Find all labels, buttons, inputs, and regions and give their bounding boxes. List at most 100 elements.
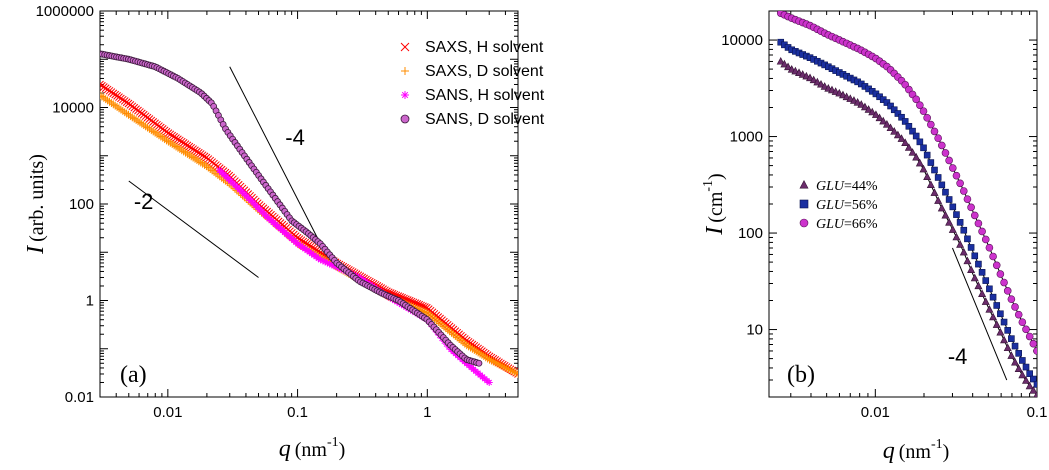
panel-b-point [1003, 343, 1012, 352]
panel-b-point [923, 172, 932, 181]
panel-b-point [1011, 357, 1020, 366]
panel-b-point [905, 122, 913, 130]
panel-b-point [945, 196, 953, 203]
panel-a-point [485, 378, 493, 386]
panel-b-point [978, 227, 986, 236]
panel-a-point [495, 360, 503, 369]
panel-b-point [930, 188, 939, 196]
panel-a-point [506, 366, 515, 375]
panel-b-point [912, 132, 920, 140]
panel-b-point [864, 105, 873, 113]
panel-b-point [868, 107, 877, 116]
panel-a-y-axis-label: I(arb. units) [23, 154, 49, 255]
panel-b-point [1018, 318, 1027, 326]
legend-marker-1 [400, 42, 410, 52]
panel-a-series-4 [100, 50, 483, 367]
panel-b-y-tick-label: 100 [738, 225, 763, 242]
panel-b-point [941, 149, 950, 157]
panel-b-point [809, 75, 818, 84]
panel-b-point [927, 159, 935, 166]
panel-b-point [956, 240, 965, 248]
panel-b-point [871, 110, 880, 118]
panel-a-legend: SAXS, H solvent SAXS, D solvent SANS, H so… [400, 39, 545, 128]
panel-b-point [912, 152, 921, 161]
panel-b-point [1008, 335, 1015, 342]
legend-marker-2 [401, 67, 409, 75]
panel-b-point [989, 312, 998, 321]
panel-b-point [967, 265, 976, 273]
panel-b-point [904, 143, 913, 151]
panel-b-point [970, 211, 979, 220]
panel-a-x-tick-label: 0.1 [287, 404, 308, 421]
panel-b-x-tick-label: 0.01 [861, 404, 890, 421]
panel-b-point [923, 114, 931, 122]
panel-b-point [1025, 332, 1034, 341]
panel-b-point [927, 120, 935, 129]
panel-b-point [1000, 318, 1008, 326]
panel-b-point [1000, 335, 1009, 344]
panel-b-point [1014, 310, 1023, 319]
panel-a-slope-label: -4 [285, 125, 305, 150]
panel-b-point [890, 127, 899, 135]
panel-b-point [853, 97, 862, 106]
panel-b-point [806, 73, 815, 82]
panel-b-point [916, 138, 924, 146]
panel-b-point [948, 164, 957, 172]
panel-b-point [919, 107, 928, 115]
panel-b-point [934, 134, 942, 142]
panel-b-point [978, 269, 986, 276]
panel-a-point [498, 362, 507, 371]
panel-b-point [985, 243, 994, 252]
panel-b-point [894, 110, 902, 117]
panel-b-data-marks [776, 11, 1037, 397]
legend-label-3: SANS, H solvent [425, 87, 545, 104]
legend-label-b-2: GLU=56% [816, 198, 878, 213]
legend-marker-b-2 [799, 199, 809, 209]
panel-b-point [942, 188, 949, 196]
panel-b-point [887, 102, 894, 110]
panel-b-point [780, 59, 789, 68]
panel-b-point [1018, 370, 1027, 379]
panel-b-point [1004, 327, 1012, 334]
panel-a-slope-label: -2 [134, 189, 154, 214]
panel-a-ticks: 0.01 0.1 1 0.01 1 100 10000 1000000 [36, 3, 519, 421]
panel-a-point [496, 361, 505, 370]
panel-b-slope-guides: -4 [948, 247, 1008, 381]
panel-b-point [952, 232, 961, 241]
panel-a-point [100, 91, 104, 100]
panel-b-series-1 [776, 56, 1037, 397]
panel-b-point [960, 226, 968, 234]
panel-b-point [1011, 342, 1019, 350]
legend-marker-b-1 [799, 179, 809, 189]
panel-b-point [1033, 347, 1037, 355]
panel-b-y-tick-label: 10000 [721, 32, 763, 49]
panel-b-point [1030, 375, 1037, 383]
panel-b-point [956, 219, 964, 226]
panel-a-point [489, 357, 498, 366]
panel-b-point [931, 166, 938, 174]
panel-b-point [953, 211, 960, 218]
panel-b-point [893, 130, 902, 139]
panel-a-slope-line [128, 180, 259, 278]
panel-b-point [1000, 278, 1008, 287]
panel-a-point [475, 359, 483, 367]
panel-b-point [926, 180, 935, 188]
panel-a-y-tick-label: 100 [69, 196, 94, 213]
panel-b-point [813, 77, 822, 86]
panel-a-y-tick-label: 1000000 [36, 3, 94, 20]
panel-a-point [508, 367, 517, 376]
panel-b-point [975, 260, 982, 268]
panel-b-point [959, 247, 968, 256]
panel-b-point [996, 270, 1005, 278]
panel-a-x-tick-label: 0.01 [153, 404, 182, 421]
legend-marker-3 [401, 91, 409, 99]
panel-b-point [963, 195, 972, 203]
panel-b-point [860, 102, 869, 111]
legend-label-b-3: GLU=66% [816, 217, 878, 232]
panel-b-point [982, 277, 990, 284]
panel-b-point [879, 116, 888, 125]
panel-b-point [938, 141, 946, 150]
panel-b-x-axis-label: q (nm-1) [883, 437, 950, 464]
panel-b-point [985, 305, 994, 313]
